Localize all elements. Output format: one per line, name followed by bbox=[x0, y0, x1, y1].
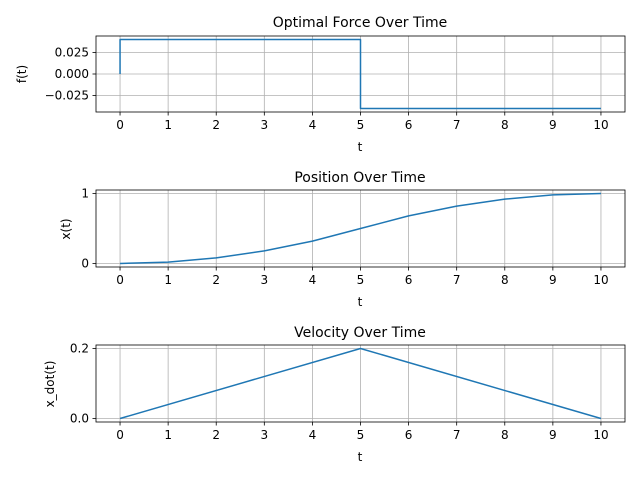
position-x-tick-label: 2 bbox=[212, 273, 220, 287]
velocity-x-tick-label: 6 bbox=[405, 428, 413, 442]
force-y-tick-label: −0.025 bbox=[45, 89, 89, 103]
position-x-tick-label: 4 bbox=[309, 273, 317, 287]
position-x-tick-label: 10 bbox=[593, 273, 608, 287]
position-y-axis-label: x(t) bbox=[59, 218, 73, 239]
velocity-y-tick-label: 0.0 bbox=[70, 412, 89, 426]
velocity-x-tick-label: 7 bbox=[453, 428, 461, 442]
velocity-x-tick-label: 9 bbox=[549, 428, 557, 442]
velocity-x-tick-label: 4 bbox=[309, 428, 317, 442]
force-y-axis-label: f(t) bbox=[15, 65, 29, 83]
velocity-subplot: Velocity Over Time 0 1 2 3 4 5 6 7 8 9 100.00.2 t … bbox=[43, 325, 626, 464]
force-x-tick-label: 8 bbox=[501, 118, 509, 132]
position-chart-title: Position Over Time bbox=[294, 170, 425, 186]
force-x-tick-label: 0 bbox=[116, 118, 124, 132]
force-x-tick-label: 4 bbox=[309, 118, 317, 132]
force-y-tick-label: 0.025 bbox=[55, 45, 89, 59]
force-x-tick-label: 7 bbox=[453, 118, 461, 132]
position-x-tick-label: 7 bbox=[453, 273, 461, 287]
force-x-tick-label: 3 bbox=[260, 118, 268, 132]
position-x-axis-label: t bbox=[358, 295, 363, 309]
velocity-y-tick-label: 0.2 bbox=[70, 342, 89, 356]
position-x-tick-label: 5 bbox=[357, 273, 365, 287]
velocity-chart-title: Velocity Over Time bbox=[294, 325, 426, 341]
velocity-x-tick-label: 1 bbox=[164, 428, 172, 442]
position-x-tick-label: 6 bbox=[405, 273, 413, 287]
force-series bbox=[119, 38, 601, 110]
force-x-tick-label: 2 bbox=[212, 118, 220, 132]
position-x-tick-label: 3 bbox=[260, 273, 268, 287]
position-grid bbox=[96, 190, 625, 267]
position-x-tick-label: 1 bbox=[164, 273, 172, 287]
force-y-tick-label: 0.000 bbox=[55, 67, 89, 81]
force-x-tick-label: 9 bbox=[549, 118, 557, 132]
velocity-series bbox=[119, 347, 602, 420]
position-line bbox=[120, 192, 601, 265]
force-subplot: Optimal Force Over Time 0 1 2 3 4 5 6 7 8 9 10 −0.0… bbox=[15, 15, 626, 154]
velocity-line bbox=[119, 347, 602, 420]
velocity-x-tick-label: 5 bbox=[357, 428, 365, 442]
position-x-tick-label: 8 bbox=[501, 273, 509, 287]
velocity-x-tick-label: 2 bbox=[212, 428, 220, 442]
velocity-x-tick-label: 3 bbox=[260, 428, 268, 442]
velocity-ticks: 0 1 2 3 4 5 6 7 8 9 10 0.0 0.2 bbox=[70, 342, 609, 443]
force-x-tick-label: 1 bbox=[164, 118, 172, 132]
velocity-x-tick-label: 0 bbox=[116, 428, 124, 442]
velocity-x-tick-label: 10 bbox=[593, 428, 608, 442]
position-ticks: 0 1 2 3 4 5 6 7 8 9 10 0 1 bbox=[81, 187, 608, 288]
force-x-axis-label: t bbox=[358, 140, 363, 154]
velocity-x-axis-label: t bbox=[358, 450, 363, 464]
velocity-x-tick-label: 8 bbox=[501, 428, 509, 442]
force-x-tick-label: 6 bbox=[405, 118, 413, 132]
force-ticks: 0 1 2 3 4 5 6 7 8 9 10 −0.025 0.000 0.025 bbox=[45, 45, 609, 132]
force-chart-title: Optimal Force Over Time bbox=[273, 15, 448, 31]
position-x-tick-label: 0 bbox=[116, 273, 124, 287]
position-x-tick-label: 9 bbox=[549, 273, 557, 287]
force-x-tick-label: 5 bbox=[357, 118, 365, 132]
force-x-tick-label: 10 bbox=[593, 118, 608, 132]
position-subplot: Position Over Time 0 1 2 3 4 5 6 7 8 9 10 0 1 t x(t) bbox=[59, 170, 626, 309]
position-y-tick-label: 0 bbox=[81, 257, 89, 271]
velocity-y-axis-label: x_dot(t) bbox=[43, 361, 57, 408]
force-line bbox=[119, 38, 601, 110]
position-y-tick-label: 1 bbox=[81, 187, 89, 201]
position-series bbox=[120, 192, 601, 265]
